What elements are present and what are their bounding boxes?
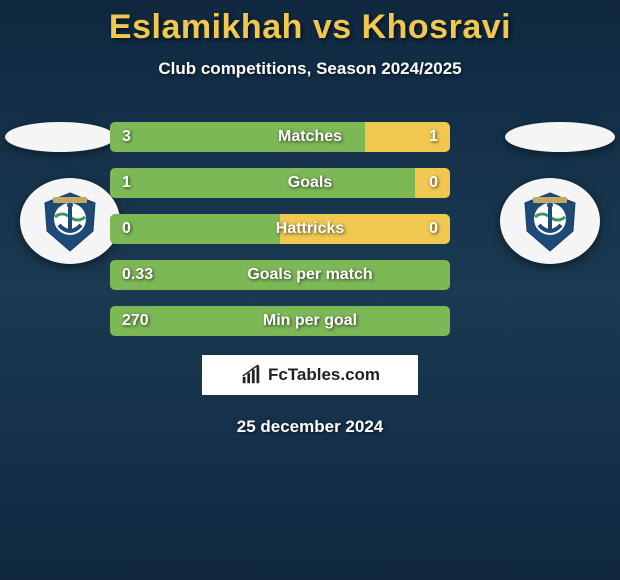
stat-label: Min per goal — [263, 312, 357, 330]
stat-bar-right: 0 — [415, 168, 450, 198]
stat-value-right: 1 — [429, 128, 438, 146]
stat-row: 0 Hattricks 0 — [110, 211, 510, 247]
stat-row: 270 Min per goal — [110, 303, 510, 339]
fctables-label: FcTables.com — [268, 365, 380, 385]
stat-value-left: 1 — [122, 174, 131, 192]
stat-label: Hattricks — [276, 220, 344, 238]
stat-value-right: 0 — [429, 220, 438, 238]
stat-value-right: 0 — [429, 174, 438, 192]
stat-value-left: 0.33 — [122, 266, 153, 284]
comparison-title: Eslamikhah vs Khosravi — [0, 8, 620, 47]
stat-label: Goals — [288, 174, 332, 192]
stat-label: Goals per match — [247, 266, 372, 284]
stat-value-left: 0 — [122, 220, 131, 238]
stat-row: 1 Goals 0 — [110, 165, 510, 201]
season-subtitle: Club competitions, Season 2024/2025 — [0, 59, 620, 79]
stat-value-left: 3 — [122, 128, 131, 146]
stat-bar-left: 0 — [110, 214, 280, 244]
stat-value-left: 270 — [122, 312, 149, 330]
stat-bar-right: 1 — [365, 122, 450, 152]
bar-chart-icon — [240, 364, 262, 386]
comparison-chart: 3 Matches 1 1 Goals 0 0 Hattricks 0 0.33 Goals per… — [0, 119, 620, 339]
fctables-watermark: FcTables.com — [202, 355, 418, 395]
stat-bar-left: 1 — [110, 168, 415, 198]
stat-row: 0.33 Goals per match — [110, 257, 510, 293]
stat-row: 3 Matches 1 — [110, 119, 510, 155]
snapshot-date: 25 december 2024 — [0, 417, 620, 437]
stat-label: Matches — [278, 128, 342, 146]
